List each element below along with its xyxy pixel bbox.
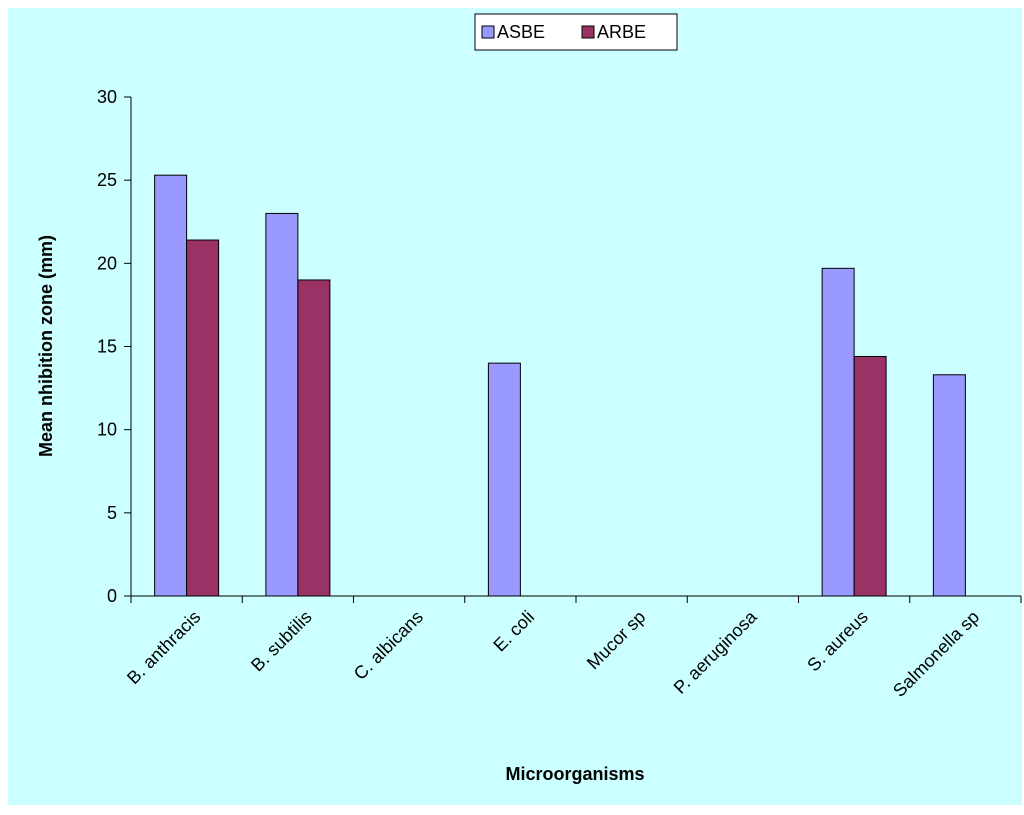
y-axis-title: Mean nhibition zone (mm) (36, 235, 56, 457)
bar-asbe-0 (154, 174, 188, 597)
bar-arbe-0 (186, 239, 220, 597)
y-tick-label: 30 (97, 87, 117, 107)
x-axis-title: Microorganisms (505, 764, 644, 784)
bars (154, 174, 966, 597)
legend-box (474, 13, 678, 51)
y-tick-label: 0 (107, 586, 117, 606)
bar-arbe-1 (297, 279, 331, 597)
x-tick-labels: B. anthracis B. subtilis C. albicans E. col… (123, 606, 983, 701)
bar-asbe-3 (487, 362, 521, 597)
y-ticks: 0 5 10 15 20 25 30 (97, 87, 131, 606)
bar-arbe-6 (853, 355, 887, 597)
y-tick-label: 5 (107, 503, 117, 523)
x-tick-label: B. subtilis (247, 607, 316, 676)
x-tick-label: Mucor sp (583, 607, 649, 673)
x-tick-label: C. albicans (350, 607, 427, 684)
y-tick-label: 15 (97, 337, 117, 357)
y-tick-label: 20 (97, 253, 117, 273)
y-tick-label: 10 (97, 420, 117, 440)
bar-asbe-7 (932, 374, 966, 597)
x-tick-label: S. aureus (803, 607, 872, 676)
x-ticks (130, 596, 1022, 603)
legend-swatch-arbe (581, 25, 595, 39)
x-tick-label: B. anthracis (123, 607, 204, 688)
x-tick-label: E. coli (489, 607, 538, 656)
legend-swatch-asbe (481, 25, 495, 39)
legend-label-asbe: ASBE (497, 22, 545, 42)
bar-asbe-1 (265, 212, 299, 597)
bar-asbe-6 (821, 267, 855, 597)
x-tick-label: P. aeruginosa (670, 606, 762, 698)
legend-label-arbe: ARBE (597, 22, 646, 42)
y-tick-label: 25 (97, 170, 117, 190)
x-tick-label: Salmonella sp (889, 607, 983, 701)
legend: ASBE ARBE (474, 13, 678, 51)
